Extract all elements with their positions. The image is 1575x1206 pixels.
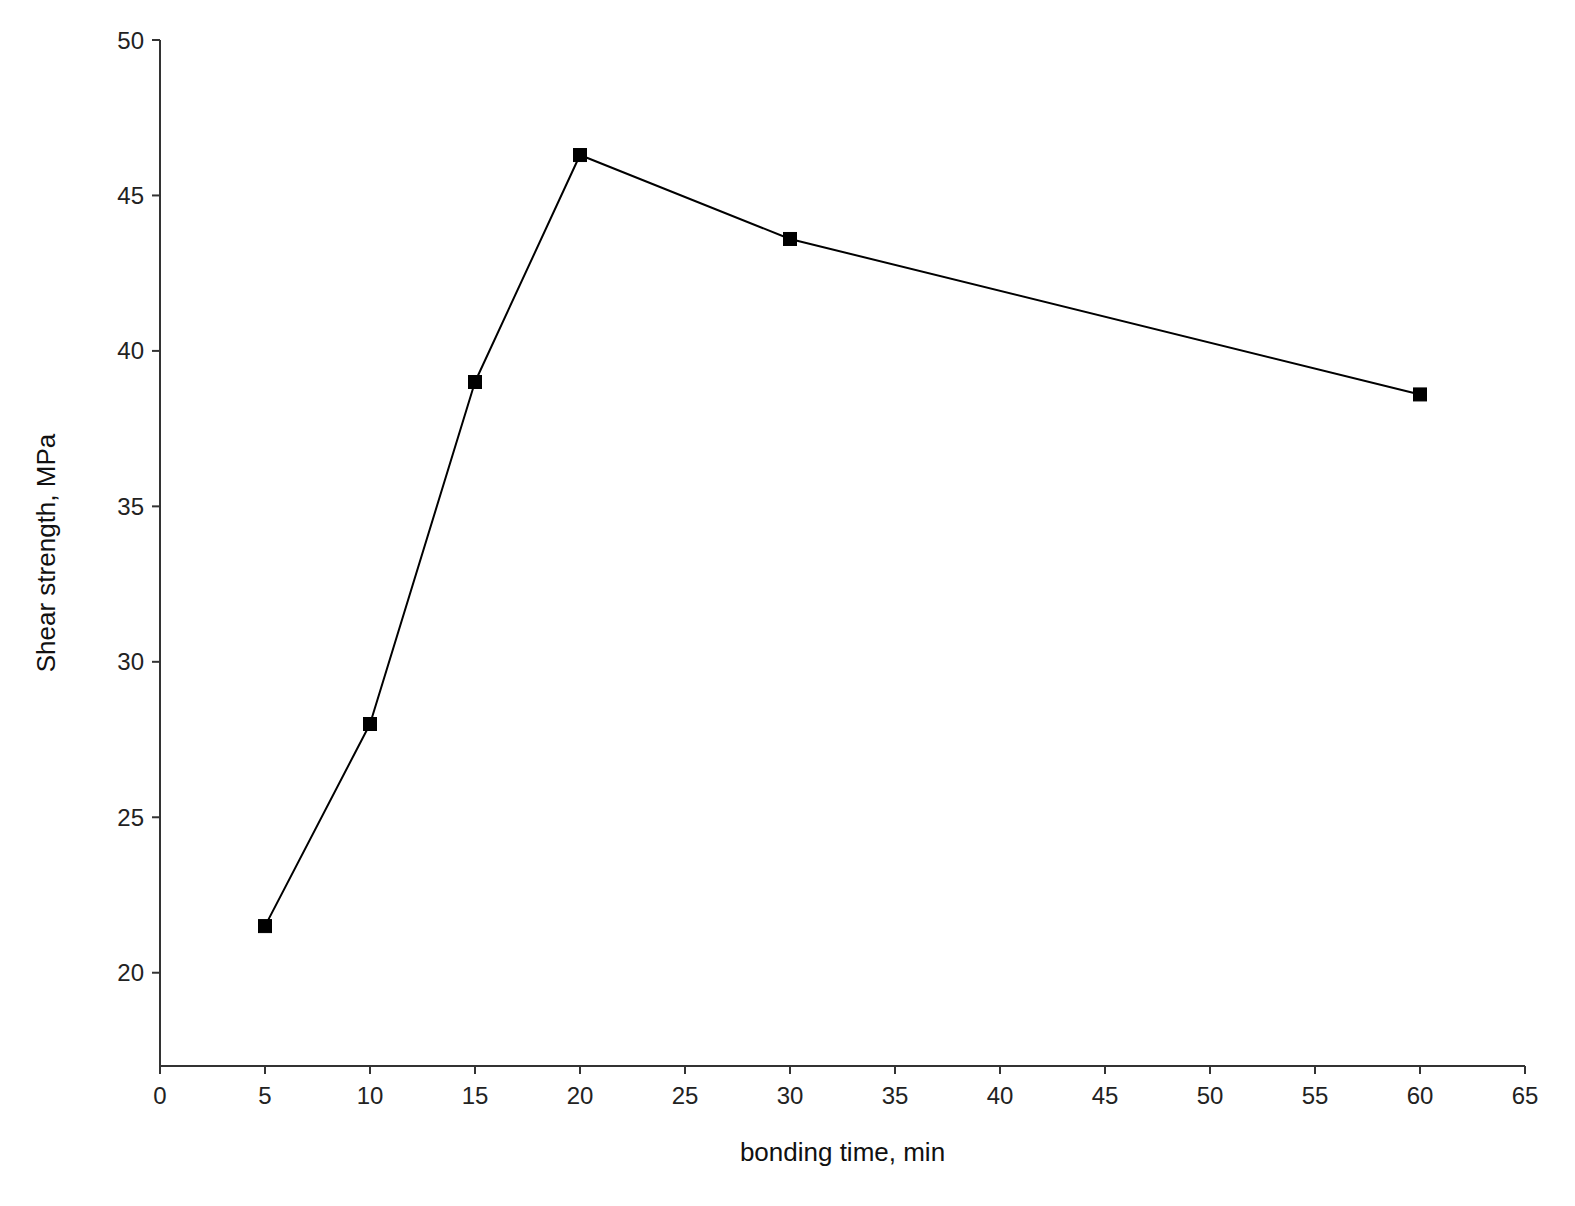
x-tick: [579, 1066, 581, 1074]
x-tick: [264, 1066, 266, 1074]
y-tick-label: 25: [117, 804, 144, 831]
data-point: [259, 920, 272, 933]
x-tick: [1524, 1066, 1526, 1074]
data-point: [1414, 388, 1427, 401]
y-tick: [152, 972, 160, 974]
x-tick: [1419, 1066, 1421, 1074]
x-tick-label: 15: [462, 1082, 489, 1109]
x-tick: [789, 1066, 791, 1074]
x-tick: [369, 1066, 371, 1074]
x-axis-line: [160, 1065, 1525, 1067]
x-tick-label: 60: [1407, 1082, 1434, 1109]
x-axis-label: bonding time, min: [740, 1137, 945, 1167]
chart-container: 0 5 10 15 20 25 30 35 40 45 50 55 60 65 20 25 30 35 40 45 50…: [0, 0, 1575, 1206]
data-point: [784, 232, 797, 245]
y-tick-label: 45: [117, 182, 144, 209]
y-tick-label: 50: [117, 27, 144, 54]
data-point: [364, 718, 377, 731]
y-tick: [152, 350, 160, 352]
y-axis-line: [159, 40, 161, 1066]
data-point: [574, 149, 587, 162]
y-tick: [152, 816, 160, 818]
x-tick-label: 0: [153, 1082, 166, 1109]
x-tick: [474, 1066, 476, 1074]
x-tick: [894, 1066, 896, 1074]
data-line: [265, 155, 1420, 926]
x-tick: [1314, 1066, 1316, 1074]
y-tick-label: 20: [117, 959, 144, 986]
x-tick: [684, 1066, 686, 1074]
y-tick-label: 30: [117, 648, 144, 675]
axes: 0 5 10 15 20 25 30 35 40 45 50 55 60 65 20 25 30 35 40 45 50: [117, 27, 1538, 1110]
x-tick: [999, 1066, 1001, 1074]
x-tick: [159, 1066, 161, 1074]
x-tick-label: 40: [987, 1082, 1014, 1109]
y-tick: [152, 505, 160, 507]
x-tick-label: 20: [567, 1082, 594, 1109]
x-tick-label: 50: [1197, 1082, 1224, 1109]
data-point: [469, 376, 482, 389]
x-tick-label: 10: [357, 1082, 384, 1109]
x-tick: [1104, 1066, 1106, 1074]
x-tick-label: 25: [672, 1082, 699, 1109]
y-axis-label: Shear strength, MPa: [31, 433, 61, 672]
x-tick-label: 5: [258, 1082, 271, 1109]
x-tick-label: 35: [882, 1082, 909, 1109]
x-tick: [1209, 1066, 1211, 1074]
x-tick-label: 65: [1512, 1082, 1539, 1109]
plot-area: [259, 149, 1427, 933]
x-tick-label: 30: [777, 1082, 804, 1109]
y-tick-label: 40: [117, 337, 144, 364]
x-tick-label: 55: [1302, 1082, 1329, 1109]
x-tick-label: 45: [1092, 1082, 1119, 1109]
y-tick: [152, 39, 160, 41]
y-tick-label: 35: [117, 493, 144, 520]
y-tick: [152, 194, 160, 196]
chart-svg: 0 5 10 15 20 25 30 35 40 45 50 55 60 65 20 25 30 35 40 45 50…: [0, 0, 1575, 1206]
y-tick: [152, 661, 160, 663]
